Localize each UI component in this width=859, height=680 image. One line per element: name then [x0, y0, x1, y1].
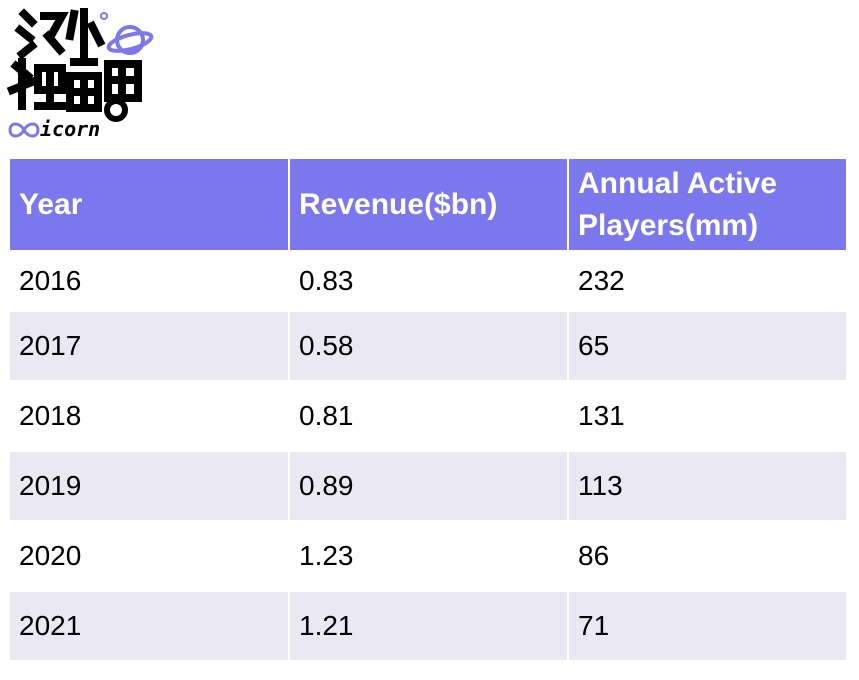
cell-year: 2019	[10, 451, 290, 522]
cell-year: 2016	[10, 251, 290, 312]
header-annual-active-players: Annual Active Players(mm)	[568, 159, 846, 252]
table-row: 2019 0.89 113	[10, 451, 846, 522]
logo-wordmark: icorn	[40, 117, 100, 138]
table-row: 2017 0.58 65	[10, 311, 846, 382]
table-row: 2021 1.21 71	[10, 591, 846, 662]
cell-players: 65	[568, 311, 846, 382]
cell-revenue: 0.81	[289, 381, 569, 452]
cell-year: 2018	[10, 381, 290, 452]
cell-revenue: 0.89	[289, 451, 569, 522]
revenue-players-table: Year Revenue($bn) Annual Active Players(…	[10, 159, 846, 662]
header-revenue: Revenue($bn)	[289, 159, 569, 252]
planet-icon	[100, 12, 154, 55]
cell-players: 71	[568, 591, 846, 662]
cell-players: 113	[568, 451, 846, 522]
header-year: Year	[10, 159, 290, 252]
cell-year: 2020	[10, 521, 290, 592]
logo-ring	[104, 98, 128, 122]
cell-players: 232	[568, 251, 846, 312]
table-row: 2018 0.81 131	[10, 381, 846, 452]
cell-year: 2021	[10, 591, 290, 662]
data-table-container: Year Revenue($bn) Annual Active Players(…	[10, 159, 846, 662]
table-header-row: Year Revenue($bn) Annual Active Players(…	[10, 159, 846, 252]
cell-revenue: 1.23	[289, 521, 569, 592]
brand-logo: icorn	[6, 8, 154, 138]
infinity-icon	[8, 122, 40, 138]
cell-players: 131	[568, 381, 846, 452]
cell-players: 86	[568, 521, 846, 592]
logo-glyph-art	[6, 8, 142, 112]
cell-year: 2017	[10, 311, 290, 382]
cell-revenue: 0.58	[289, 311, 569, 382]
table-row: 2020 1.23 86	[10, 521, 846, 592]
cell-revenue: 1.21	[289, 591, 569, 662]
cell-revenue: 0.83	[289, 251, 569, 312]
table-row: 2016 0.83 232	[10, 251, 846, 312]
